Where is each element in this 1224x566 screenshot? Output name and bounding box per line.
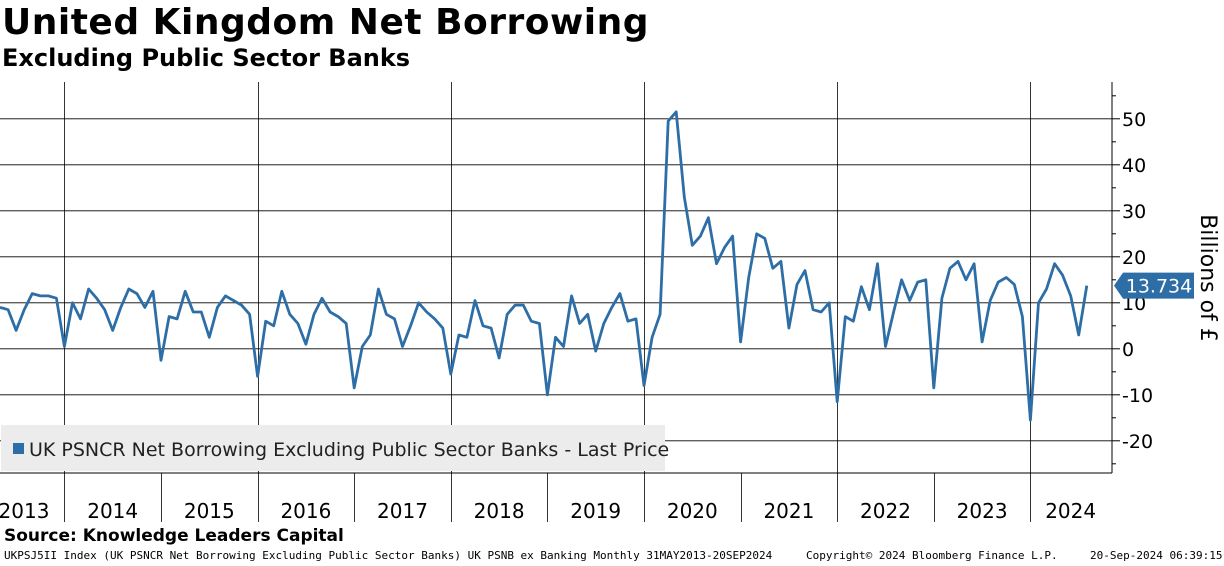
x-tick-label: 2022 <box>860 499 911 523</box>
x-tick-label: 2015 <box>184 499 235 523</box>
x-tick-label: 2023 <box>957 499 1008 523</box>
timestamp: 20-Sep-2024 06:39:15 <box>1090 549 1223 562</box>
legend-box <box>1 425 665 471</box>
x-tick-label: 2016 <box>280 499 331 523</box>
y-tick-label: 30 <box>1122 201 1146 223</box>
x-tick-label: 2020 <box>667 499 718 523</box>
x-tick-label: 2021 <box>763 499 814 523</box>
series-group <box>0 110 1089 422</box>
legend: UK PSNCR Net Borrowing Excluding Public … <box>1 425 669 471</box>
x-tick-label: 2018 <box>474 499 525 523</box>
x-tick-label: 2013 <box>0 499 49 523</box>
y-tick-label: 40 <box>1122 155 1146 177</box>
chart-title: United Kingdom Net Borrowing <box>2 2 650 43</box>
legend-label: UK PSNCR Net Borrowing Excluding Public … <box>29 439 669 461</box>
copyright-note: Copyright© 2024 Bloomberg Finance L.P. <box>806 549 1058 562</box>
chart-subtitle: Excluding Public Sector Banks <box>2 44 411 72</box>
ticker-info: UKPSJ5II Index (UK PSNCR Net Borrowing E… <box>4 549 773 562</box>
last-value-tag <box>1114 272 1194 299</box>
y-tick-label: -20 <box>1122 431 1153 453</box>
x-tick-label: 2019 <box>570 499 621 523</box>
x-axis-labels: 2013 2014 2015 2016 2017 2018 2019 2020 2021 2022… <box>0 499 1096 523</box>
source-note: Source: Knowledge Leaders Capital <box>4 526 344 546</box>
y-tick-label: -10 <box>1122 385 1153 407</box>
grid-lines <box>0 118 1112 442</box>
x-tick-label: 2024 <box>1045 499 1096 523</box>
y-axis-label: Billions of £ <box>1195 214 1220 342</box>
x-tick-label: 2017 <box>377 499 428 523</box>
last-value-text: 13.734 <box>1126 276 1192 298</box>
x-tick-label: 2014 <box>87 499 138 523</box>
y-tick-label: 20 <box>1122 247 1146 269</box>
y-tick-label: 50 <box>1122 109 1146 131</box>
last-value-label: 13.734 <box>1114 272 1194 299</box>
y-tick-label: 0 <box>1122 339 1134 361</box>
series-line <box>0 110 1089 422</box>
legend-swatch <box>13 443 24 454</box>
